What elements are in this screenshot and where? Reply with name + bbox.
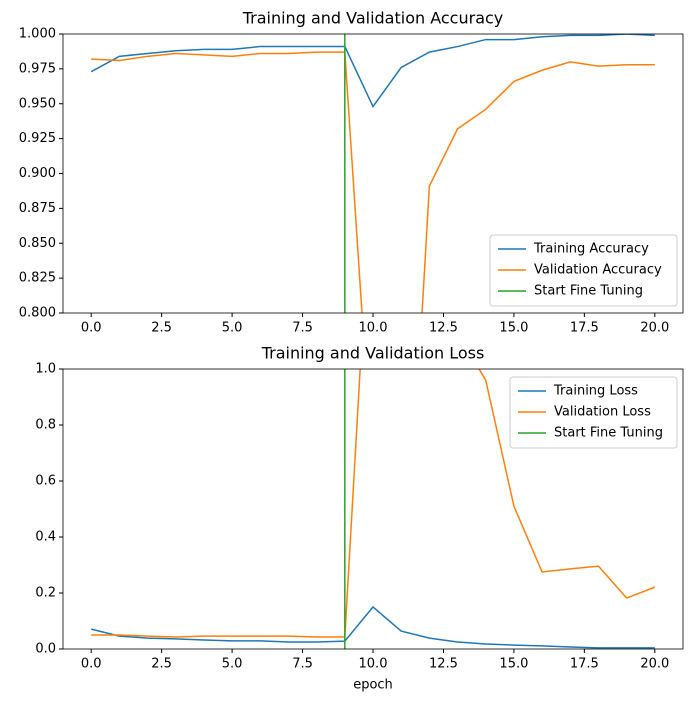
data-line bbox=[91, 605, 655, 649]
x-tick-label: 7.5 bbox=[292, 321, 313, 336]
y-tick-label: 0.875 bbox=[19, 201, 56, 216]
x-tick-label: 20.0 bbox=[640, 321, 669, 336]
y-tick-label: 0.2 bbox=[35, 586, 56, 601]
y-tick-label: 0.950 bbox=[19, 96, 56, 111]
legend-label: Start Fine Tuning bbox=[554, 426, 663, 441]
x-tick-label: 0.0 bbox=[81, 657, 102, 672]
x-tick-label: 12.5 bbox=[429, 657, 458, 672]
y-tick-label: 0.6 bbox=[35, 474, 56, 489]
legend-label: Start Fine Tuning bbox=[534, 284, 643, 299]
y-tick-label: 1.0 bbox=[35, 362, 56, 377]
plot-area bbox=[91, 369, 656, 649]
chart-title: Training and Validation Loss bbox=[261, 344, 485, 363]
x-tick-label: 15.0 bbox=[499, 321, 528, 336]
y-tick-label: 0.900 bbox=[19, 166, 56, 181]
x-tick-label: 5.0 bbox=[222, 657, 243, 672]
x-tick-label: 15.0 bbox=[499, 657, 528, 672]
y-tick-label: 0.825 bbox=[19, 271, 56, 286]
y-tick-label: 0.850 bbox=[19, 236, 56, 251]
x-tick-label: 17.5 bbox=[570, 321, 599, 336]
legend-label: Training Accuracy bbox=[533, 242, 649, 257]
y-tick-label: 0.800 bbox=[19, 306, 56, 321]
axes-frame bbox=[62, 368, 684, 650]
legend-label: Validation Accuracy bbox=[534, 263, 662, 278]
legend-label: Training Loss bbox=[553, 384, 638, 399]
x-tick-label: 7.5 bbox=[292, 657, 313, 672]
y-tick-label: 1.000 bbox=[19, 27, 56, 42]
legend-box bbox=[509, 376, 678, 449]
x-tick-label: 12.5 bbox=[429, 321, 458, 336]
y-tick-label: 0.975 bbox=[19, 61, 56, 76]
axes-frame bbox=[62, 33, 684, 314]
x-tick-label: 2.5 bbox=[151, 657, 172, 672]
x-tick-label: 5.0 bbox=[222, 321, 243, 336]
y-tick-label: 0.925 bbox=[19, 131, 56, 146]
chart-title: Training and Validation Accuracy bbox=[242, 9, 504, 28]
x-tick-label: 2.5 bbox=[151, 321, 172, 336]
x-tick-label: 0.0 bbox=[81, 321, 102, 336]
x-axis-label: epoch bbox=[353, 678, 393, 693]
data-line bbox=[90, 34, 655, 109]
x-tick-label: 10.0 bbox=[359, 321, 388, 336]
y-tick-label: 0.4 bbox=[35, 530, 56, 545]
legend-box bbox=[489, 234, 678, 307]
data-line bbox=[91, 51, 655, 313]
y-tick-label: 0.0 bbox=[35, 642, 56, 657]
legend-label: Validation Loss bbox=[554, 405, 651, 420]
x-tick-label: 10.0 bbox=[359, 657, 388, 672]
x-tick-label: 17.5 bbox=[570, 657, 599, 672]
data-line bbox=[91, 369, 656, 638]
y-tick-label: 0.8 bbox=[35, 418, 56, 433]
x-tick-label: 20.0 bbox=[640, 657, 669, 672]
plot-area bbox=[90, 34, 655, 313]
